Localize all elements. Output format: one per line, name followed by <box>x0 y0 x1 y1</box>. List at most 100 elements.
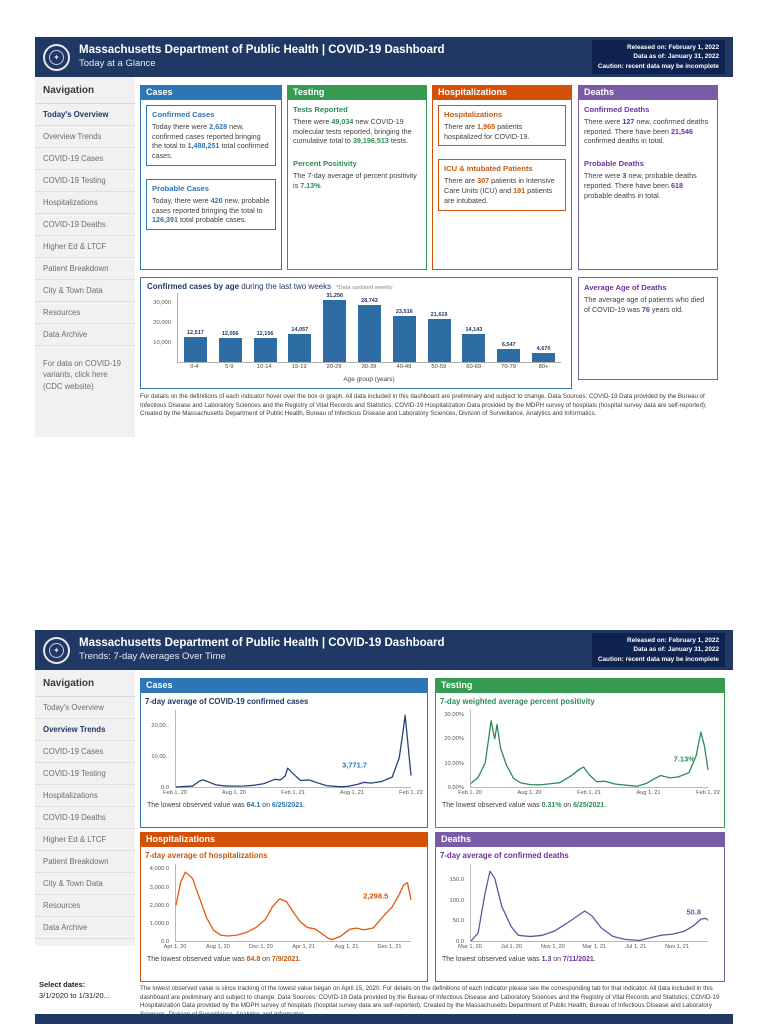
y-tick-label: 50.0 <box>452 918 464 925</box>
sidebar-item-patient-breakdown[interactable]: Patient Breakdown <box>35 851 135 873</box>
probable-cases-box: Probable Cases Today, there were 420 new… <box>146 178 276 231</box>
stat-text-part: . <box>593 956 596 963</box>
data-as-of-text: Data as of: January 31, 2022 <box>633 646 719 654</box>
percent-positivity-text: The 7-day average of percent positivity … <box>293 171 421 190</box>
x-tick-label: Aug 1, 21 <box>636 790 661 796</box>
confirmed-cases-box: Confirmed Cases Today there were 2,628 n… <box>146 105 276 166</box>
sidebar-item-covid-19-cases[interactable]: COVID-19 Cases <box>35 741 135 763</box>
current-value-label: 50.8 <box>686 907 702 917</box>
cases-trend-card: Cases 7-day average of COVID-19 confirme… <box>140 678 428 828</box>
dashboard-title: Massachusetts Department of Public Healt… <box>79 44 445 57</box>
hospitalizations-card-header: Hospitalizations <box>432 85 572 100</box>
sidebar-item-covid-19-deaths[interactable]: COVID-19 Deaths <box>35 214 135 236</box>
page1-header: ✦ Massachusetts Department of Public Hea… <box>35 37 733 77</box>
deaths-counts-box: Confirmed Deaths There were 127 new, con… <box>578 100 718 270</box>
x-tick-label: Dec 1, 20 <box>248 944 273 950</box>
y-tick-label: 10,00.. <box>151 753 169 760</box>
x-tick-label: Feb 1, 20 <box>163 790 187 796</box>
stat-text-part: on <box>260 802 272 809</box>
x-tick-label: Nov 1, 20 <box>540 944 565 950</box>
bar-column-50-59: 21,619 <box>422 293 457 362</box>
bar <box>183 337 207 362</box>
sidebar-item-overview-trends[interactable]: Overview Trends <box>35 719 135 741</box>
current-value-label: 7.13% <box>673 754 695 764</box>
bar-value-label: 14,057 <box>291 327 309 334</box>
stat-text-part: The average age of patients who died of … <box>584 295 705 314</box>
bar <box>253 338 277 362</box>
deaths-trend-title: 7-day average of confirmed deaths <box>440 851 569 860</box>
deaths-card-header: Deaths <box>578 85 718 100</box>
stat-value: 3 <box>622 171 627 181</box>
stat-text-part: confirmed deaths in total. <box>584 136 665 146</box>
confirmed-deaths-section: Confirmed Deaths There were 127 new, con… <box>584 105 712 146</box>
stat-text-part: The 7-day average of percent positivity … <box>293 171 417 190</box>
y-tick-label: 0.0 <box>160 939 169 945</box>
cases-card: Cases Confirmed Cases Today there were 2… <box>140 85 282 270</box>
sidebar-item-data-archive[interactable]: Data Archive <box>35 324 135 346</box>
bar-value-label: 31,256 <box>326 293 344 300</box>
bar <box>218 338 242 362</box>
x-tick-label: Mar 1, 20 <box>458 944 482 950</box>
sidebar-item-hospitalizations[interactable]: Hospitalizations <box>35 192 135 214</box>
sidebar-item-covid-19-cases[interactable]: COVID-19 Cases <box>35 148 135 170</box>
sidebar-item-higher-ed-ltcf[interactable]: Higher Ed & LTCF <box>35 829 135 851</box>
sidebar-item-covid-19-testing[interactable]: COVID-19 Testing <box>35 763 135 785</box>
cases-trend-footnote: The lowest observed value was 64.1 on 6/… <box>143 800 425 811</box>
release-info-box: Released on: February 1, 2022 Data as of… <box>591 632 725 668</box>
bar-column-70-79: 6,547 <box>491 293 526 362</box>
stat-value: 127 <box>622 117 635 126</box>
bar-column-30-39: 28,743 <box>352 293 387 362</box>
bar <box>392 315 416 362</box>
page-subtitle: Today at a Glance <box>79 58 156 70</box>
y-tick-label: 20,00.. <box>151 722 169 729</box>
sidebar-item-covid-19-deaths[interactable]: COVID-19 Deaths <box>35 807 135 829</box>
sidebar-item-today-s-overview[interactable]: Today's Overview <box>35 697 135 719</box>
stat-text-part: There are <box>444 176 478 186</box>
stat-text-part: total probable cases. <box>177 215 247 225</box>
stat-text-part: There are <box>444 122 478 131</box>
stat-text-part: new, confirmed deaths reported. There ha… <box>584 117 709 136</box>
cases-trend-title: 7-day average of COVID-19 confirmed case… <box>145 697 309 706</box>
sidebar-item-resources[interactable]: Resources <box>35 895 135 917</box>
sidebar-item-resources[interactable]: Resources <box>35 302 135 324</box>
sidebar-item-covid-19-testing[interactable]: COVID-19 Testing <box>35 170 135 192</box>
trend-line <box>176 715 411 787</box>
stat-value: 0.31% <box>541 802 562 809</box>
sidebar-item-city-town-data[interactable]: City & Town Data <box>35 873 135 895</box>
deaths-trend-footnote: The lowest observed value was 1.3 on 7/1… <box>438 954 722 965</box>
dashboard-title: Massachusetts Department of Public Healt… <box>79 637 445 650</box>
percent-positivity-section: Percent Positivity The 7-day average of … <box>293 159 421 190</box>
stat-value: 191 <box>513 186 526 196</box>
sidebar-item-higher-ed-ltcf[interactable]: Higher Ed & LTCF <box>35 236 135 258</box>
stat-value: 64.1 <box>246 802 261 809</box>
stat-value: 7/9/2021 <box>271 956 300 963</box>
stat-text-part: There were <box>584 171 623 181</box>
x-axis-labels: 0-4 5-9 10-14 15-19 20-29 30-39 40-49 50-59 60-6… <box>177 364 561 375</box>
navigation-sidebar: Navigation Today's Overview Overview Tren… <box>35 77 135 437</box>
sidebar-item-city-town-data[interactable]: City & Town Data <box>35 280 135 302</box>
hospitalizations-trend-chart: 0.0 1,000.0 2,000.0 3,000.0 4,000.0 2,298.5 Ap… <box>143 861 425 954</box>
bar <box>532 352 556 362</box>
sidebar-item-data-archive[interactable]: Data Archive <box>35 917 135 939</box>
select-dates-control[interactable]: Select dates: 3/1/2020 to 1/31/20... <box>39 980 135 1001</box>
stat-text-part: patients in Intensive Care Units (ICU) a… <box>444 176 555 196</box>
testing-trend-footnote: The lowest observed value was 0.31% on 6… <box>438 800 722 811</box>
stat-value: 1,965 <box>477 122 496 131</box>
x-tick-label: 15-19 <box>291 364 307 370</box>
stat-value: 7.13% <box>300 180 321 190</box>
x-axis-labels: Feb 1, 20 Aug 1, 20 Feb 1, 21 Aug 1, 21 Feb … <box>163 790 423 800</box>
bar <box>427 319 451 362</box>
y-tick-label: 10.00% <box>444 760 464 767</box>
sidebar-item-overview-trends[interactable]: Overview Trends <box>35 126 135 148</box>
sidebar-item-hospitalizations[interactable]: Hospitalizations <box>35 785 135 807</box>
variants-link-note[interactable]: For data on COVID-19 variants, click her… <box>43 359 122 391</box>
bar-value-label: 12,156 <box>256 331 274 338</box>
stat-value: 1,488,251 <box>187 141 220 151</box>
hospitalizations-trend-header: Hospitalizations <box>140 832 428 847</box>
sidebar-item-today-s-overview[interactable]: Today's Overview <box>35 104 135 126</box>
stat-value: 76 <box>641 304 650 314</box>
sidebar-item-patient-breakdown[interactable]: Patient Breakdown <box>35 258 135 280</box>
percent-positivity-title: Percent Positivity <box>293 159 357 169</box>
stat-value: 21,546 <box>670 126 693 136</box>
nav-list: Today's Overview Overview Trends COVID-19 … <box>35 104 135 346</box>
